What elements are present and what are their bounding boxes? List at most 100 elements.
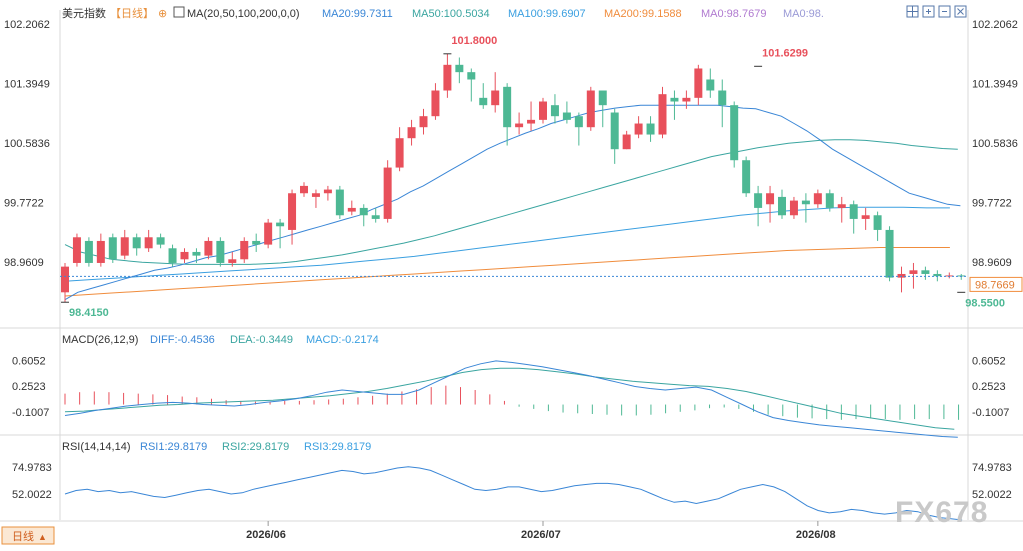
candle-body [323,189,332,194]
macd-tick-right: 0.6052 [972,356,1006,368]
last-price-tag [969,276,1023,292]
last-price-label: 98.7669 [975,279,1015,291]
candle-body [264,222,273,245]
zoom-out-icon[interactable] [938,5,951,18]
candle-body [371,215,380,219]
candle-body [300,185,308,194]
close-icon[interactable] [954,5,967,18]
x-tick-label: 2026/06 [246,529,286,541]
rsi3-value: RSI3:29.8179 [304,441,371,453]
candle-body [443,64,452,91]
candle-body [706,79,715,91]
x-tick-label: 2026/08 [796,529,836,541]
candle-body [180,251,189,260]
candle-body [455,64,464,73]
price-tick-left: 100.5836 [4,138,50,150]
candle-body [228,259,237,263]
settings-icon[interactable]: ⊕ [158,8,167,20]
price-tick-right: 101.3949 [972,79,1018,91]
moving-average-lines [64,104,961,301]
candle-body [730,105,739,161]
candle-body [682,97,691,102]
candle-body [849,204,858,219]
candle-body [766,193,775,205]
x-axis: 2026/06 2026/07 2026/08 [246,521,836,541]
candle-body [634,123,643,135]
candle-body [622,134,631,150]
period-dropdown-icon[interactable]: ▲ [38,532,47,542]
candle-body [754,193,763,208]
macd-params: MACD(26,12,9) [62,334,138,346]
period-button[interactable] [1,526,55,545]
candle-body [156,237,165,245]
candle-body [718,90,727,106]
candle-body [897,273,906,278]
period-label[interactable]: 【日线】 [110,6,154,20]
candle-body [610,112,619,150]
macd-tick-right: 0.2523 [972,381,1006,393]
candle-body [885,229,894,278]
rsi1-line [64,466,963,521]
candlestick-series [61,53,966,303]
candle-body [598,90,607,106]
diff-line [64,360,958,438]
candle-body [276,222,285,227]
candle-body [503,86,512,128]
rsi-tick-right: 52.0022 [972,489,1012,501]
window-tools [906,5,967,18]
candle-body [168,248,177,263]
high2-annotation: 101.6299 [762,47,808,59]
candle-body [120,237,129,256]
candle-body [873,215,882,230]
macd-tick-right: -0.1007 [972,407,1009,419]
zoom-in-icon[interactable] [922,5,935,18]
candle-body [240,240,249,260]
candle-body [96,240,105,263]
candle-body [132,237,141,249]
indicator-box-icon[interactable] [173,6,185,18]
ma100-line [64,206,950,282]
candle-body [658,94,667,135]
candle-body [288,193,297,230]
candle-body [311,193,320,197]
period-button-label: 日线 [12,529,34,543]
ma0-value: MA0:98.7679 [701,8,766,20]
high-annotation: 101.8000 [451,35,497,47]
macd-dea-value: DEA:-0.3449 [230,334,293,346]
ma-params: MA(20,50,100,200,0,0) [187,8,300,20]
ma50-value: MA50:100.5034 [412,8,490,20]
ma200-value: MA200:99.1588 [604,8,682,20]
price-tick-left: 99.7722 [4,198,44,210]
ma20-value: MA20:99.7311 [322,8,393,20]
ma0b-value: MA0:98. [783,8,824,20]
rsi-tick-left: 52.0022 [12,489,52,501]
candle-body [491,90,500,106]
macd-value: MACD:-0.2174 [306,334,379,346]
candle-body [527,119,536,124]
price-tick-left: 102.2062 [4,19,50,31]
candle-body [515,123,524,128]
rsi-axis: 74.9783 74.9783 52.0022 52.0022 [12,462,1012,501]
candle-body [61,266,69,293]
candle-body [431,90,440,117]
candle-body [574,116,583,128]
candle-body [479,97,488,106]
candle-body [359,207,368,216]
candle-body [694,68,703,98]
ma100-value: MA100:99.6907 [508,8,586,20]
candle-body [813,193,822,205]
dea-line [64,367,955,430]
candle-body [550,105,559,117]
candle-body [204,240,213,256]
candle-body [467,72,476,80]
ma20-line [64,104,961,301]
candle-body [144,237,153,249]
candle-body [419,116,428,128]
macd-lines [64,360,958,438]
price-annotations: 101.8000 101.6299 98.4150 98.5500 [61,35,1005,319]
candle-body [347,207,356,212]
watermark: FX678 [895,496,988,529]
candle-body [383,167,392,219]
